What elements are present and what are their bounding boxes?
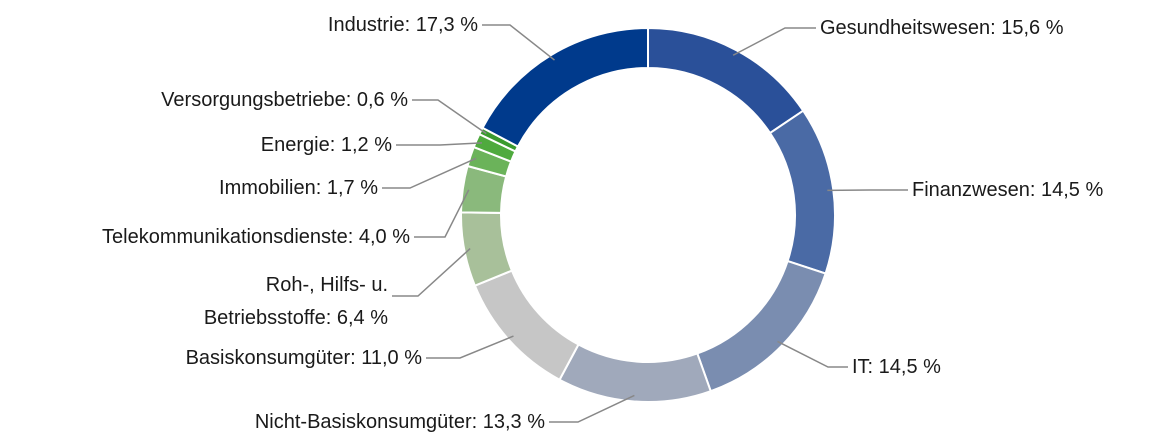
- slice-label: Finanzwesen: 14,5 %: [912, 178, 1104, 201]
- donut-segment: [768, 109, 836, 275]
- slice-label: Telekommunikationsdienste: 4,0 %: [102, 225, 410, 248]
- slice-label: Energie: 1,2 %: [260, 133, 392, 156]
- donut-segment: [481, 26, 649, 148]
- donut-segment: [696, 259, 827, 393]
- leader-line: [549, 394, 635, 423]
- donut-segment: [558, 343, 713, 403]
- leader-line: [396, 142, 483, 146]
- leader-line: [482, 24, 555, 61]
- leader-line: [392, 248, 471, 297]
- leader-line: [412, 99, 487, 135]
- leader-line: [777, 340, 848, 368]
- slice-label: Versorgungsbetriebe: 0,6 %: [161, 88, 408, 111]
- donut-segment: [473, 269, 580, 382]
- slice-label: Basiskonsumgüter: 11,0 %: [185, 346, 422, 369]
- leader-line: [732, 27, 816, 56]
- slice-label: Immobilien: 1,7 %: [219, 176, 378, 199]
- slice-label: Nicht-Basiskonsumgüter: 13,3 %: [254, 410, 545, 433]
- slice-label: Industrie: 17,3 %: [327, 13, 478, 36]
- slice-label: IT: 14,5 %: [852, 355, 941, 378]
- slice-label: Gesundheitswesen: 15,6 %: [820, 16, 1064, 39]
- leader-line: [382, 157, 477, 189]
- leader-line: [414, 189, 470, 238]
- slice-label: Roh-, Hilfs- u. Betriebsstoffe: 6,4 %: [203, 273, 388, 329]
- donut-segment: [647, 26, 805, 135]
- leader-line: [426, 335, 514, 359]
